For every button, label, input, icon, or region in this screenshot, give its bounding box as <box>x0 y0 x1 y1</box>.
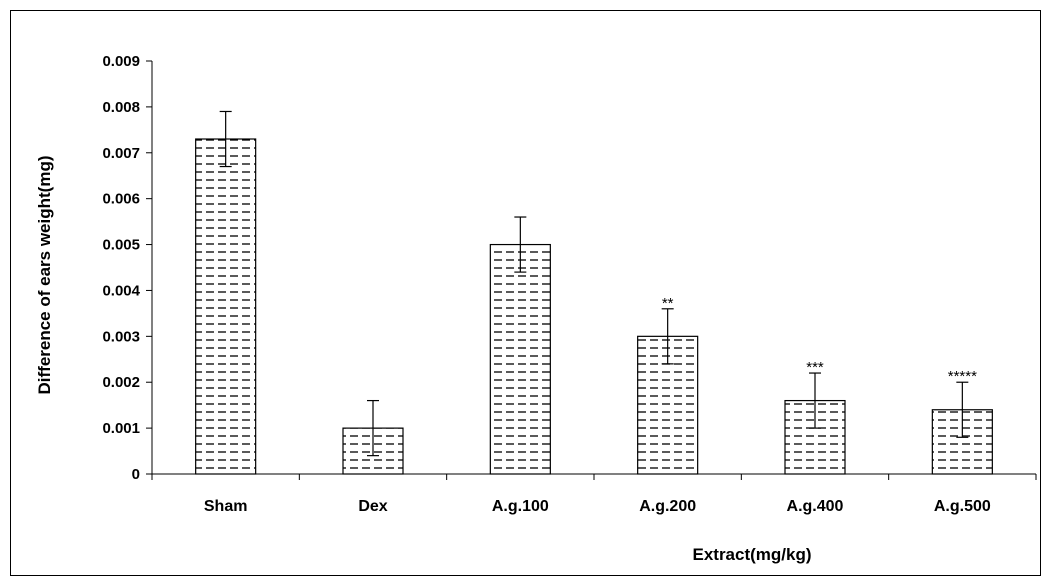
y-tick-label: 0.006 <box>102 191 140 208</box>
y-tick-label: 0 <box>132 466 140 483</box>
x-tick-label: A.g.500 <box>934 498 991 515</box>
significance-label: *** <box>806 359 824 376</box>
y-tick-label: 0.002 <box>102 374 140 391</box>
y-axis-title: Difference of ears weight(mg) <box>35 156 54 395</box>
error-bars <box>219 110 969 457</box>
x-tick-label: A.g.400 <box>787 498 844 515</box>
significance-annotations: ********** <box>662 295 977 385</box>
y-axis-ticks: 0 0.001 0.002 0.003 0.004 0.005 0.006 0.007 0.00… <box>102 53 152 483</box>
significance-label: ** <box>662 295 674 312</box>
y-tick-label: 0.003 <box>102 328 140 345</box>
x-tick-label: Sham <box>204 498 248 515</box>
y-tick-label: 0.009 <box>102 53 140 70</box>
x-axis-title: Extract(mg/kg) <box>692 545 811 564</box>
significance-label: ***** <box>948 368 977 385</box>
x-tick-label: A.g.200 <box>639 498 696 515</box>
bars <box>195 138 993 475</box>
bar-a-g-100 <box>489 243 551 475</box>
y-tick-label: 0.005 <box>102 237 140 254</box>
y-tick-label: 0.001 <box>102 420 140 437</box>
bar-sham <box>195 138 257 475</box>
x-tick-label: A.g.100 <box>492 498 549 515</box>
y-tick-label: 0.004 <box>102 282 140 299</box>
x-tick-label: Dex <box>358 498 387 515</box>
y-tick-label: 0.007 <box>102 145 140 162</box>
x-axis-labels: Sham Dex A.g.100 A.g.200 A.g.400 A.g.500 <box>151 474 1037 515</box>
y-tick-label: 0.008 <box>102 99 140 116</box>
